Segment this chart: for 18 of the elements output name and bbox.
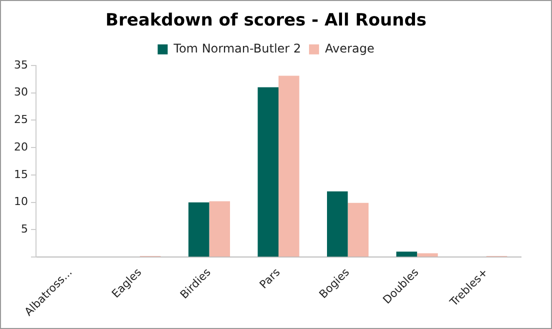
y-tick-label: 10 (14, 195, 28, 208)
legend-label: Tom Norman-Butler 2 (172, 42, 302, 56)
bar (348, 202, 369, 257)
bar (327, 191, 348, 257)
y-tick-label: 30 (14, 86, 28, 99)
legend-label: Average (325, 42, 374, 56)
bar (278, 76, 300, 257)
y-tick-label: 25 (14, 113, 28, 126)
y-tick-label: 15 (14, 168, 28, 181)
bar (396, 252, 418, 257)
y-tick-label: 20 (14, 140, 28, 154)
bar (417, 253, 438, 257)
y-tick-label: 5 (20, 222, 28, 236)
chart-title: Breakdown of scores - All Rounds (105, 10, 427, 31)
bar (188, 202, 210, 257)
bar (209, 201, 230, 257)
bar (258, 87, 278, 257)
y-tick-label: 35 (14, 58, 28, 72)
